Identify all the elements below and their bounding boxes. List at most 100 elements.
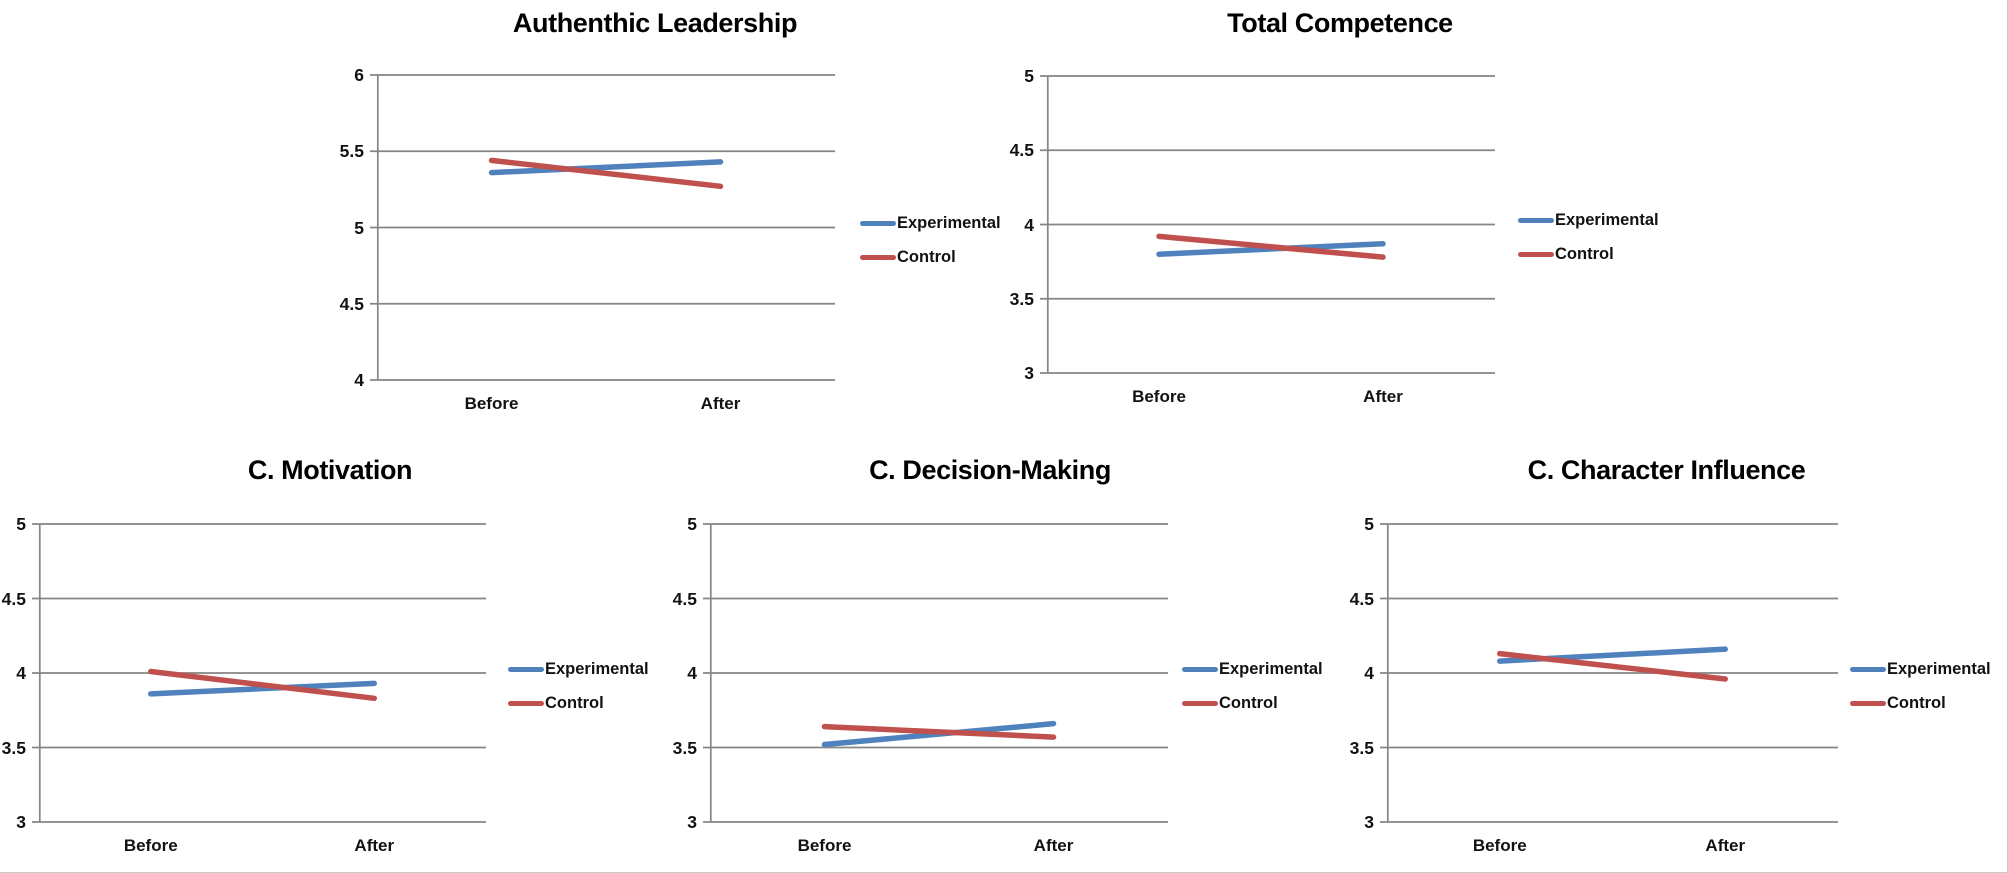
- y-tick-label: 3: [1024, 363, 1034, 383]
- legend-line-swatch-icon: [1850, 666, 1886, 672]
- y-tick-label: 3: [16, 812, 26, 832]
- legend-label: Experimental: [1219, 659, 1323, 678]
- legend-item-control: Control: [860, 248, 1010, 267]
- chart-c-character-influence: C. Character Influence 3 3.5 4 4.5 5 Before A…: [1325, 440, 2007, 872]
- y-tick-label: 4: [1024, 214, 1034, 235]
- x-tick-label-after: After: [354, 836, 395, 855]
- line-chart-svg: [32, 523, 486, 823]
- x-tick-label-before: Before: [797, 836, 852, 855]
- y-tick-label: 4.5: [339, 293, 364, 314]
- x-axis-tick-labels: Before After: [1387, 822, 1838, 862]
- legend-item-experimental: Experimental: [1850, 660, 2000, 679]
- y-tick-label: 4.5: [672, 588, 697, 609]
- legend-item-experimental: Experimental: [860, 214, 1010, 233]
- y-tick-label: 5: [16, 514, 26, 534]
- x-tick-label-after: After: [700, 394, 741, 413]
- chart-authenthic-leadership: Authenthic Leadership 4 4.5 5 5.5 6 Before Af…: [290, 0, 1020, 435]
- y-tick-label: 4: [354, 370, 364, 390]
- chart-title: Authenthic Leadership: [512, 8, 798, 38]
- legend-item-experimental: Experimental: [508, 660, 658, 679]
- y-tick-label: 3: [687, 812, 697, 832]
- legend-line-swatch-icon: [1518, 218, 1554, 223]
- y-tick-label: 3: [1364, 812, 1374, 832]
- legend-line-swatch-icon: [1850, 700, 1886, 706]
- line-chart-svg: [1380, 523, 1838, 823]
- plot-area: Before After: [1380, 523, 1838, 855]
- x-tick-label-after: After: [1363, 387, 1403, 406]
- y-axis-tick-labels: 4 4.5 5 5.5 6: [290, 65, 364, 390]
- data-line-experimental: [148, 680, 377, 697]
- x-tick-label-before: Before: [1132, 387, 1186, 406]
- y-tick-label: 4.5: [1, 588, 26, 609]
- line-chart-svg: [1040, 75, 1495, 374]
- legend: Experimental Control: [1518, 89, 1668, 386]
- y-tick-label: 4.5: [1349, 588, 1374, 609]
- legend: Experimental Control: [1182, 537, 1332, 835]
- legend-line-swatch-icon: [1182, 666, 1218, 672]
- plot-area: Before After: [1040, 75, 1495, 406]
- legend-label: Control: [897, 248, 956, 266]
- x-axis-tick-labels: Before After: [1047, 373, 1495, 413]
- data-line-control: [821, 723, 1057, 740]
- chart-c-motivation: C. Motivation 3 3.5 4 4.5 5 Before After Expe…: [0, 440, 660, 872]
- legend-item-experimental: Experimental: [1182, 660, 1332, 679]
- legend-line-swatch-icon: [508, 666, 544, 672]
- legend-label: Control: [545, 693, 604, 712]
- y-tick-label: 3.5: [672, 737, 697, 758]
- x-tick-label-before: Before: [123, 836, 178, 855]
- y-axis-tick-labels: 3 3.5 4 4.5 5: [0, 514, 26, 832]
- data-line-control: [148, 668, 377, 702]
- y-tick-label: 4: [1364, 663, 1374, 683]
- legend-label: Experimental: [1887, 659, 1991, 678]
- data-line-control: [488, 157, 724, 190]
- x-axis-tick-labels: Before After: [710, 822, 1168, 862]
- legend-line-swatch-icon: [508, 700, 544, 706]
- data-line-control: [1497, 650, 1728, 682]
- legend-label: Control: [1555, 245, 1614, 263]
- line-chart-svg: [370, 74, 835, 381]
- chart-total-competence: Total Competence 3 3.5 4 4.5 5 Before After E…: [990, 0, 1690, 435]
- y-tick-label: 3.5: [1, 737, 26, 758]
- legend-line-swatch-icon: [860, 255, 896, 260]
- data-line-control: [1156, 233, 1386, 260]
- y-tick-label: 5: [687, 514, 697, 534]
- legend-label: Experimental: [545, 659, 649, 678]
- chart-c-decision-making: C. Decision-Making 3 3.5 4 4.5 5 Before After…: [655, 440, 1325, 872]
- legend-item-control: Control: [1850, 694, 2000, 713]
- y-tick-label: 3.5: [1349, 737, 1374, 758]
- legend-label: Control: [1219, 693, 1278, 712]
- legend: Experimental Control: [508, 537, 658, 835]
- y-tick-label: 5: [1364, 514, 1374, 534]
- x-tick-label-after: After: [1705, 836, 1746, 855]
- chart-title: C. Decision-Making: [869, 455, 1111, 485]
- legend-line-swatch-icon: [860, 221, 896, 226]
- chart-title: C. Character Influence: [1527, 455, 1806, 485]
- y-axis-tick-labels: 3 3.5 4 4.5 5: [990, 66, 1034, 383]
- x-axis-tick-labels: Before After: [39, 822, 486, 862]
- x-tick-label-after: After: [1033, 836, 1074, 855]
- plot-area: Before After: [32, 523, 486, 855]
- y-tick-label: 5: [1024, 66, 1034, 86]
- legend: Experimental Control: [860, 88, 1010, 393]
- legend-label: Control: [1887, 693, 1946, 712]
- y-tick-label: 3.5: [1009, 288, 1034, 309]
- chart-title: C. Motivation: [247, 455, 413, 485]
- legend-line-swatch-icon: [1182, 700, 1218, 706]
- legend: Experimental Control: [1850, 537, 2000, 835]
- plot-area: Before After: [703, 523, 1168, 855]
- legend-label: Experimental: [897, 214, 1001, 232]
- legend-label: Experimental: [1555, 211, 1659, 229]
- legend-item-experimental: Experimental: [1518, 211, 1668, 230]
- x-axis-tick-labels: Before After: [377, 380, 835, 420]
- y-tick-label: 4.5: [1009, 140, 1034, 161]
- y-axis-tick-labels: 3 3.5 4 4.5 5: [1325, 514, 1374, 832]
- chart-title: Total Competence: [1227, 8, 1453, 38]
- plot-area: Before After: [370, 74, 835, 413]
- y-tick-label: 5.5: [339, 141, 364, 162]
- line-chart-svg: [703, 523, 1168, 823]
- x-tick-label-before: Before: [464, 394, 519, 413]
- legend-item-control: Control: [508, 694, 658, 713]
- y-axis-tick-labels: 3 3.5 4 4.5 5: [655, 514, 697, 832]
- y-tick-label: 5: [354, 217, 364, 238]
